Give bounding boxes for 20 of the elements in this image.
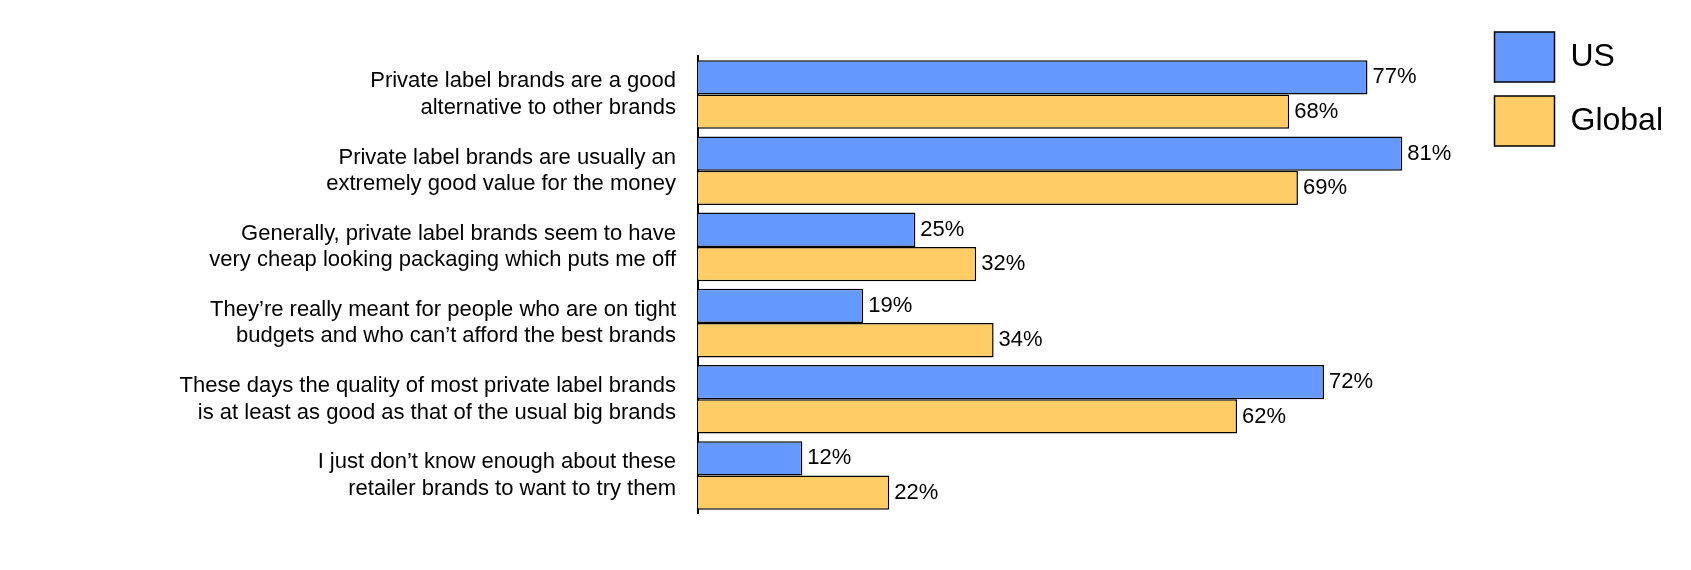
y-tick-label: They’re really meant for people who are on tight budgets and who can’t afford the best brands <box>210 295 676 348</box>
data-label: 32% <box>981 250 1026 276</box>
data-label: 12% <box>807 444 852 470</box>
legend-label: Global <box>1570 100 1663 137</box>
y-tick-label: These days the quality of most private label brands is at least as good as that of the usual big brands <box>179 372 676 424</box>
data-label: 69% <box>1302 173 1347 199</box>
y-tick-label: I just don’t know enough about these retailer brands to want to try them <box>317 448 676 500</box>
data-label: 62% <box>1242 402 1287 428</box>
y-tick-label: Generally, private label brands seem to have very cheap looking packaging which puts me off <box>209 219 677 272</box>
y-tick-label: Private label brands are a good alternative to other brands <box>370 67 676 119</box>
data-label: 72% <box>1329 368 1374 394</box>
data-label: 25% <box>920 215 965 241</box>
data-label: 77% <box>1372 63 1417 89</box>
data-label: 19% <box>868 292 913 318</box>
data-label: 81% <box>1407 139 1452 165</box>
data-label: 68% <box>1294 97 1339 123</box>
legend-label: US <box>1570 36 1615 73</box>
y-tick-label: Private label brands are usually an extremely good value for the money <box>326 143 676 195</box>
data-label: 22% <box>894 478 939 504</box>
data-label: 34% <box>998 326 1043 352</box>
